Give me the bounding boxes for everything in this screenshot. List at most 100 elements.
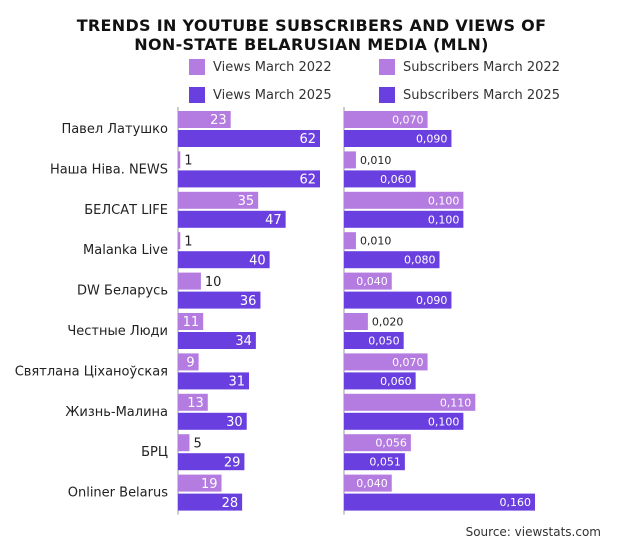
category-label-4: DW Беларусь (77, 284, 168, 299)
views-label-1-1: 62 (299, 173, 316, 188)
views-label-1-0: 62 (299, 132, 316, 147)
views-bar-0-1 (178, 151, 181, 169)
views-bar-0-3 (178, 232, 181, 250)
views-label-1-3: 40 (249, 253, 266, 268)
subscribers-bar-0-0 (344, 111, 428, 128)
source-note: Source: viewstats.com (465, 525, 601, 539)
views-label-0-9: 19 (201, 477, 218, 492)
category-label-0: Павел Латушко (61, 122, 168, 137)
subscribers-label-1-1: 0,060 (380, 173, 412, 186)
subscribers-label-0-5: 0,020 (372, 315, 404, 328)
category-label-7: Жизнь-Малина (65, 405, 168, 420)
subscribers-label-0-6: 0,070 (392, 356, 424, 369)
subscribers-bar-1-8 (344, 453, 405, 471)
subscribers-bar-1-6 (344, 372, 416, 390)
views-label-1-2: 47 (265, 213, 282, 228)
subscribers-bar-1-0 (344, 130, 452, 147)
subscribers-label-0-2: 0,100 (428, 194, 460, 207)
views-label-0-2: 35 (238, 194, 255, 209)
legend-subs-2022: Subscribers March 2022 (379, 59, 560, 75)
legend-label-subs-2022: Subscribers March 2022 (403, 59, 560, 75)
subscribers-label-0-3: 0,010 (360, 235, 392, 248)
views-bar-1-7 (178, 412, 247, 430)
legend-swatch-subs-2022 (379, 59, 395, 75)
category-label-2: БЕЛСАТ LIFE (84, 203, 168, 218)
chart-title-line2: NON-STATE BELARUSIAN MEDIA (MLN) (134, 35, 489, 54)
subscribers-bar-1-2 (344, 210, 464, 228)
legend-subs-2025: Subscribers March 2025 (379, 87, 560, 103)
legend-views-2025: Views March 2025 (189, 87, 332, 103)
views-label-1-9: 28 (222, 496, 239, 511)
subscribers-bar-0-4 (344, 272, 392, 290)
subscribers-label-1-6: 0,060 (380, 375, 412, 388)
category-label-1: Наша Ніва. NEWS (50, 162, 168, 177)
subscribers-bar-1-4 (344, 291, 452, 309)
subscribers-label-1-3: 0,080 (404, 254, 436, 267)
views-label-0-3: 1 (184, 234, 192, 249)
subscribers-bar-1-3 (344, 251, 440, 269)
views-bar-1-1 (178, 170, 320, 188)
legend-swatch-subs-2025 (379, 87, 395, 103)
views-bar-0-4 (178, 272, 201, 290)
subscribers-label-0-0: 0,070 (392, 113, 424, 126)
subscribers-label-0-7: 0,110 (440, 396, 472, 409)
subscribers-label-1-0: 0,090 (416, 132, 448, 145)
legend-label-views-2025: Views March 2025 (213, 87, 332, 103)
legend-swatch-views-2025 (189, 87, 205, 103)
views-bar-0-5 (178, 313, 204, 330)
subscribers-label-0-8: 0,056 (375, 437, 407, 450)
views-label-1-8: 29 (224, 455, 241, 470)
views-bar-1-2 (178, 210, 286, 228)
subscribers-label-1-4: 0,090 (416, 294, 448, 307)
subscribers-label-1-2: 0,100 (428, 213, 460, 226)
subscribers-bar-1-7 (344, 412, 464, 430)
views-bar-0-9 (178, 474, 222, 492)
legend-label-views-2022: Views March 2022 (213, 59, 332, 75)
views-label-1-5: 34 (235, 334, 252, 349)
views-bar-0-7 (178, 393, 208, 411)
subscribers-bar-1-1 (344, 170, 416, 188)
category-label-8: БРЦ (141, 445, 168, 460)
subscribers-bar-0-5 (344, 313, 368, 330)
legend-swatch-views-2022 (189, 59, 205, 75)
views-bar-0-6 (178, 353, 199, 371)
views-label-0-7: 13 (187, 396, 204, 411)
views-bar-1-8 (178, 453, 245, 471)
subscribers-bar-1-5 (344, 332, 404, 349)
views-bar-0-2 (178, 191, 259, 209)
views-label-0-0: 23 (210, 113, 227, 128)
views-bar-1-0 (178, 130, 320, 147)
subscribers-label-0-1: 0,010 (360, 154, 392, 167)
category-label-9: Onliner Belarus (68, 486, 168, 501)
legend-label-subs-2025: Subscribers March 2025 (403, 87, 560, 103)
views-label-0-4: 10 (205, 275, 222, 290)
subscribers-label-1-5: 0,050 (368, 334, 400, 347)
subscribers-bar-0-9 (344, 474, 392, 492)
chart-title: TRENDS IN YOUTUBE SUBSCRIBERS AND VIEWS … (0, 16, 623, 54)
views-label-1-4: 36 (240, 294, 257, 309)
subscribers-bar-0-3 (344, 232, 356, 250)
subscribers-label-1-9: 0,160 (500, 496, 532, 509)
views-label-0-6: 9 (186, 356, 194, 371)
views-bar-1-4 (178, 291, 261, 309)
subscribers-label-0-9: 0,040 (356, 477, 388, 490)
views-label-1-6: 31 (228, 375, 245, 390)
views-bar-0-8 (178, 434, 190, 452)
views-bar-1-6 (178, 372, 249, 390)
subscribers-bar-0-1 (344, 151, 356, 169)
subscribers-label-0-4: 0,040 (356, 275, 388, 288)
category-label-3: Malanka Live (83, 243, 168, 258)
category-label-5: Честные Люди (67, 324, 168, 339)
subscribers-bar-0-6 (344, 353, 428, 371)
views-label-0-5: 11 (183, 315, 200, 330)
views-bar-1-3 (178, 251, 270, 269)
subscribers-label-1-8: 0,051 (369, 456, 401, 469)
views-label-1-7: 30 (226, 415, 243, 430)
legend-views-2022: Views March 2022 (189, 59, 332, 75)
subscribers-bar-0-2 (344, 191, 464, 209)
subscribers-bar-0-7 (344, 393, 476, 411)
views-bar-1-5 (178, 332, 256, 349)
views-bar-0-0 (178, 111, 231, 128)
chart-title-line1: TRENDS IN YOUTUBE SUBSCRIBERS AND VIEWS … (76, 16, 547, 35)
